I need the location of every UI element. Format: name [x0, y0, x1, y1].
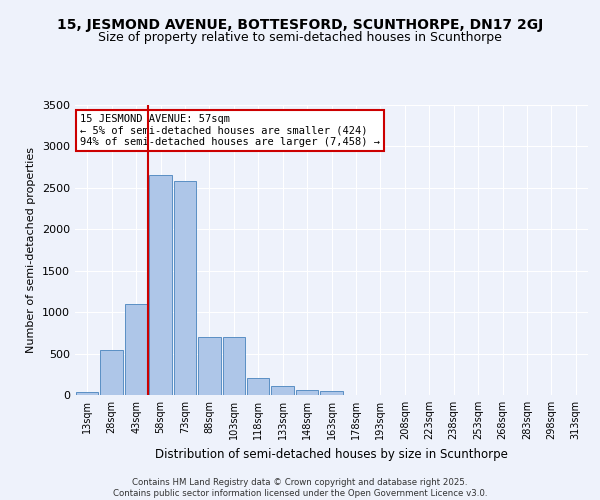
Y-axis label: Number of semi-detached properties: Number of semi-detached properties	[26, 147, 37, 353]
Bar	[296, 390, 319, 395]
Bar	[149, 176, 172, 395]
Bar	[271, 386, 294, 395]
Bar	[173, 181, 196, 395]
Text: 15 JESMOND AVENUE: 57sqm
← 5% of semi-detached houses are smaller (424)
94% of s: 15 JESMOND AVENUE: 57sqm ← 5% of semi-de…	[80, 114, 380, 147]
Bar	[198, 337, 221, 395]
Bar	[125, 304, 148, 395]
Bar	[100, 350, 123, 395]
Bar	[247, 378, 269, 395]
Bar	[320, 391, 343, 395]
Text: Contains HM Land Registry data © Crown copyright and database right 2025.
Contai: Contains HM Land Registry data © Crown c…	[113, 478, 487, 498]
X-axis label: Distribution of semi-detached houses by size in Scunthorpe: Distribution of semi-detached houses by …	[155, 448, 508, 460]
Text: Size of property relative to semi-detached houses in Scunthorpe: Size of property relative to semi-detach…	[98, 31, 502, 44]
Text: 15, JESMOND AVENUE, BOTTESFORD, SCUNTHORPE, DN17 2GJ: 15, JESMOND AVENUE, BOTTESFORD, SCUNTHOR…	[57, 18, 543, 32]
Bar	[223, 337, 245, 395]
Bar	[76, 392, 98, 395]
